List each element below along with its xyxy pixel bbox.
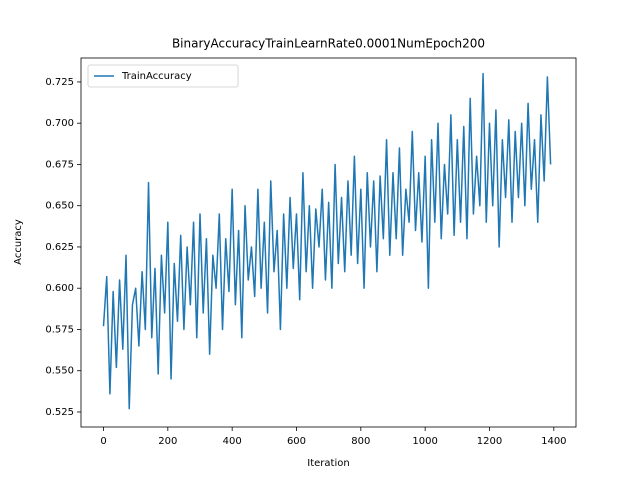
x-tick-label: 1400 [541, 436, 566, 447]
data-line [102, 72, 552, 410]
y-tick-label: 0.700 [45, 118, 74, 129]
y-tick-label: 0.575 [45, 324, 74, 335]
y-tick-label: 0.725 [45, 77, 74, 88]
y-axis-label: Accuracy [13, 219, 24, 265]
y-tick-label: 0.650 [45, 201, 74, 212]
x-tick-label: 800 [351, 436, 370, 447]
legend-box [87, 64, 239, 88]
x-tick-label: 1200 [477, 436, 502, 447]
y-tick-label: 0.600 [45, 283, 74, 294]
x-tick-label: 200 [158, 436, 177, 447]
axes-frame [80, 57, 577, 428]
y-tick-label: 0.675 [45, 159, 74, 170]
y-tick-label: 0.625 [45, 242, 74, 253]
x-tick-label: 1000 [412, 436, 437, 447]
x-tick-label: 0 [100, 436, 106, 447]
x-tick-label: 400 [223, 436, 242, 447]
x-axis-label: Iteration [307, 458, 349, 469]
x-tick-label: 600 [287, 436, 306, 447]
legend-label: TrainAccuracy [121, 71, 192, 82]
y-tick-label: 0.550 [45, 366, 74, 377]
chart-title: BinaryAccuracyTrainLearnRate0.0001NumEpo… [172, 37, 485, 51]
y-tick-label: 0.525 [45, 407, 74, 418]
